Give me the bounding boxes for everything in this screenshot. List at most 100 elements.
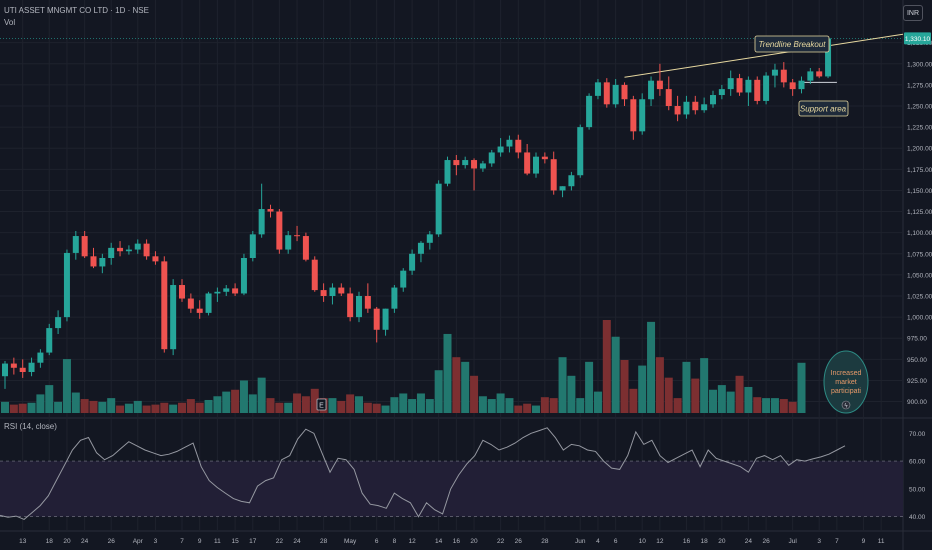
time-tick-label: 15 bbox=[231, 538, 239, 545]
volume-bar bbox=[213, 396, 222, 413]
volume-bar bbox=[36, 394, 45, 413]
volume-bar bbox=[682, 361, 691, 413]
candle bbox=[320, 283, 327, 302]
rsi-axis[interactable]: 40.00 50.00 60.00 70.00 bbox=[909, 431, 926, 521]
volume-bar bbox=[602, 320, 611, 413]
candle-body bbox=[311, 259, 318, 291]
trendline-breakout-label: Trendline Breakout bbox=[759, 40, 827, 49]
candle-body bbox=[179, 285, 185, 299]
candle bbox=[400, 268, 407, 292]
candle bbox=[117, 241, 124, 257]
volume-bar bbox=[363, 402, 372, 413]
candle bbox=[417, 241, 424, 263]
candle-body bbox=[37, 352, 44, 363]
candle bbox=[780, 62, 787, 88]
volume-bar bbox=[434, 370, 443, 413]
price-tick-label: 950.00 bbox=[907, 357, 927, 364]
candle-body bbox=[754, 79, 761, 101]
candle bbox=[462, 156, 469, 169]
candle-body bbox=[453, 160, 460, 166]
candle-body bbox=[674, 106, 681, 115]
time-tick-label: 28 bbox=[541, 538, 549, 545]
svg-text:ϟ: ϟ bbox=[844, 404, 848, 410]
volume-bar bbox=[620, 359, 629, 413]
candle-body bbox=[46, 328, 53, 353]
volume-bar bbox=[514, 405, 523, 413]
volume-bar bbox=[540, 397, 549, 413]
price-tick-label: 1,275.00 bbox=[907, 82, 932, 89]
volume-bar bbox=[647, 321, 656, 413]
price-axis[interactable]: 900.00 925.00 950.00 975.00 1,000.00 1,025.00… bbox=[904, 32, 932, 406]
candle bbox=[718, 84, 725, 100]
candle bbox=[789, 78, 796, 96]
volume-bar bbox=[700, 358, 709, 413]
candle bbox=[205, 291, 212, 316]
candle-body bbox=[400, 270, 407, 288]
volume-bar bbox=[80, 399, 89, 413]
candle-body bbox=[727, 78, 734, 90]
rsi-pane bbox=[0, 427, 903, 520]
candle bbox=[72, 230, 79, 260]
earnings-marker[interactable]: E bbox=[316, 398, 327, 411]
volume-bar bbox=[532, 405, 540, 413]
price-tick-label: 1,175.00 bbox=[907, 167, 932, 174]
time-tick-label: 18 bbox=[701, 538, 709, 545]
candle-body bbox=[294, 235, 301, 237]
candle-body bbox=[665, 89, 672, 106]
volume-bar bbox=[408, 399, 417, 413]
candle-body bbox=[143, 243, 150, 257]
time-tick-label: 20 bbox=[718, 538, 726, 545]
candle bbox=[187, 293, 194, 313]
volume-bar bbox=[45, 385, 54, 413]
candle bbox=[302, 232, 309, 262]
candle bbox=[674, 95, 681, 122]
candle bbox=[665, 76, 672, 111]
candle-body bbox=[196, 308, 203, 313]
volume-bar bbox=[231, 389, 240, 413]
candle-body bbox=[205, 293, 212, 313]
candle-body bbox=[72, 236, 79, 253]
currency-button[interactable]: INR bbox=[903, 5, 923, 21]
candle bbox=[294, 225, 301, 242]
price-tick-label: 1,150.00 bbox=[907, 188, 932, 195]
time-tick-label: 14 bbox=[435, 538, 443, 545]
candle bbox=[506, 135, 513, 153]
candle-body bbox=[240, 258, 247, 294]
price-tick-label: 1,000.00 bbox=[907, 315, 932, 322]
volume-bar bbox=[151, 404, 160, 413]
time-tick-label: 22 bbox=[276, 538, 284, 545]
candle-body bbox=[391, 287, 398, 309]
volume-bar bbox=[567, 375, 576, 413]
volume-bar bbox=[523, 403, 532, 413]
volume-bar bbox=[779, 399, 788, 413]
time-tick-label: 24 bbox=[81, 538, 89, 545]
volume-bar bbox=[248, 394, 257, 413]
time-tick-label: 16 bbox=[453, 538, 461, 545]
candle bbox=[10, 357, 17, 375]
rsi-label: RSI (14, close) bbox=[4, 422, 57, 431]
candle-body bbox=[426, 234, 433, 243]
volume-bar bbox=[27, 402, 36, 413]
volume-bar bbox=[107, 398, 116, 413]
candle-body bbox=[789, 82, 796, 90]
candle-body bbox=[81, 236, 88, 257]
candle bbox=[435, 180, 442, 237]
candle bbox=[701, 97, 708, 113]
volume-bar bbox=[275, 402, 284, 413]
candle-body bbox=[515, 139, 522, 153]
volume-bar bbox=[558, 357, 567, 413]
candle-body bbox=[745, 79, 752, 93]
time-axis[interactable]: 13 18 20 24 26 Apr 3 7 9 11 15 17 22 24 28 May 6 8 12 14 16 2… bbox=[19, 538, 885, 545]
volume-bar bbox=[116, 405, 125, 413]
trendline-breakout-callout: Trendline Breakout bbox=[754, 35, 830, 53]
volume-bar bbox=[478, 396, 487, 413]
candle bbox=[125, 245, 132, 255]
price-candles bbox=[2, 36, 832, 389]
candle-body bbox=[692, 101, 699, 111]
candle bbox=[28, 357, 35, 377]
candle-body bbox=[329, 287, 336, 296]
candle bbox=[479, 160, 486, 172]
candle-body bbox=[710, 95, 716, 105]
candle bbox=[648, 76, 655, 106]
